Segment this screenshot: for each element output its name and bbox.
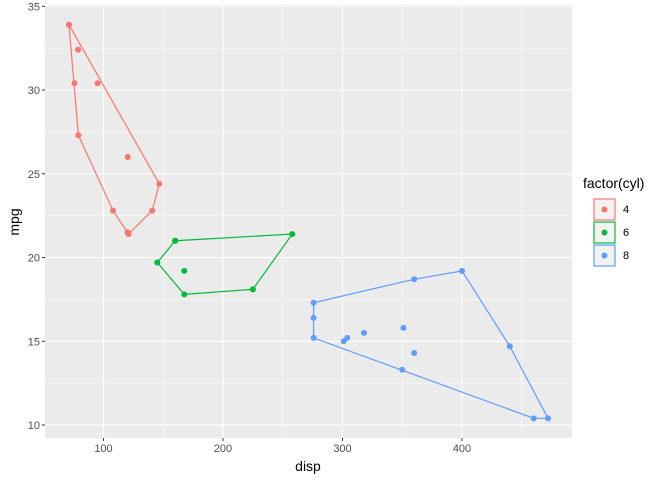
grid [45, 5, 572, 438]
point-cyl-4 [125, 231, 132, 238]
x-tick-label: 400 [453, 443, 471, 455]
point-cyl-4 [149, 207, 156, 214]
plot-panel [45, 5, 572, 438]
point-cyl-8 [411, 276, 418, 283]
y-axis-ticks: 10 15 20 25 30 35 [28, 1, 45, 432]
y-tick-label: 10 [28, 420, 40, 432]
y-tick-label: 20 [28, 253, 40, 265]
point-cyl-4 [156, 180, 163, 187]
point-cyl-8 [310, 314, 317, 321]
hull-cyl-6 [156, 233, 294, 295]
point-cyl-4 [71, 80, 78, 87]
point-cyl-4 [65, 21, 72, 28]
point-cyl-8 [458, 267, 465, 274]
point-cyl-8 [400, 324, 407, 331]
legend: factor(cyl) 4 6 8 [583, 175, 644, 267]
legend-point-4 [601, 206, 608, 213]
point-cyl-6 [181, 291, 188, 298]
point-cyl-8 [399, 366, 406, 373]
y-tick-label: 25 [28, 169, 40, 181]
y-tick-label: 35 [28, 1, 40, 13]
point-cyl-8 [530, 415, 537, 422]
x-tick-label: 200 [214, 443, 232, 455]
point-cyl-4 [75, 46, 82, 53]
y-tick-label: 15 [28, 336, 40, 348]
point-cyl-8 [545, 415, 552, 422]
point-cyl-4 [124, 154, 131, 161]
point-cyl-6 [289, 231, 296, 238]
legend-point-6 [601, 229, 608, 236]
point-cyl-8 [506, 343, 513, 350]
x-tick-label: 100 [94, 443, 112, 455]
points [65, 21, 552, 422]
legend-point-8 [601, 252, 608, 259]
point-cyl-6 [154, 259, 161, 266]
legend-label-4: 4 [623, 204, 629, 216]
y-axis-label: mpg [6, 208, 22, 235]
legend-label-6: 6 [623, 227, 629, 239]
point-cyl-8 [361, 329, 368, 336]
point-cyl-8 [340, 338, 347, 345]
point-cyl-8 [411, 349, 418, 356]
point-cyl-4 [75, 132, 82, 139]
x-axis-label: disp [295, 458, 321, 474]
point-cyl-6 [249, 286, 256, 293]
point-cyl-8 [310, 299, 317, 306]
x-axis-ticks: 100 200 300 400 [94, 438, 471, 455]
point-cyl-4 [94, 80, 101, 87]
x-tick-label: 300 [333, 443, 351, 455]
y-tick-label: 30 [28, 85, 40, 97]
legend-label-8: 8 [623, 250, 629, 262]
point-cyl-6 [181, 267, 188, 274]
point-cyl-8 [310, 334, 317, 341]
point-cyl-4 [110, 207, 117, 214]
point-cyl-6 [172, 237, 179, 244]
legend-title: factor(cyl) [583, 175, 644, 191]
